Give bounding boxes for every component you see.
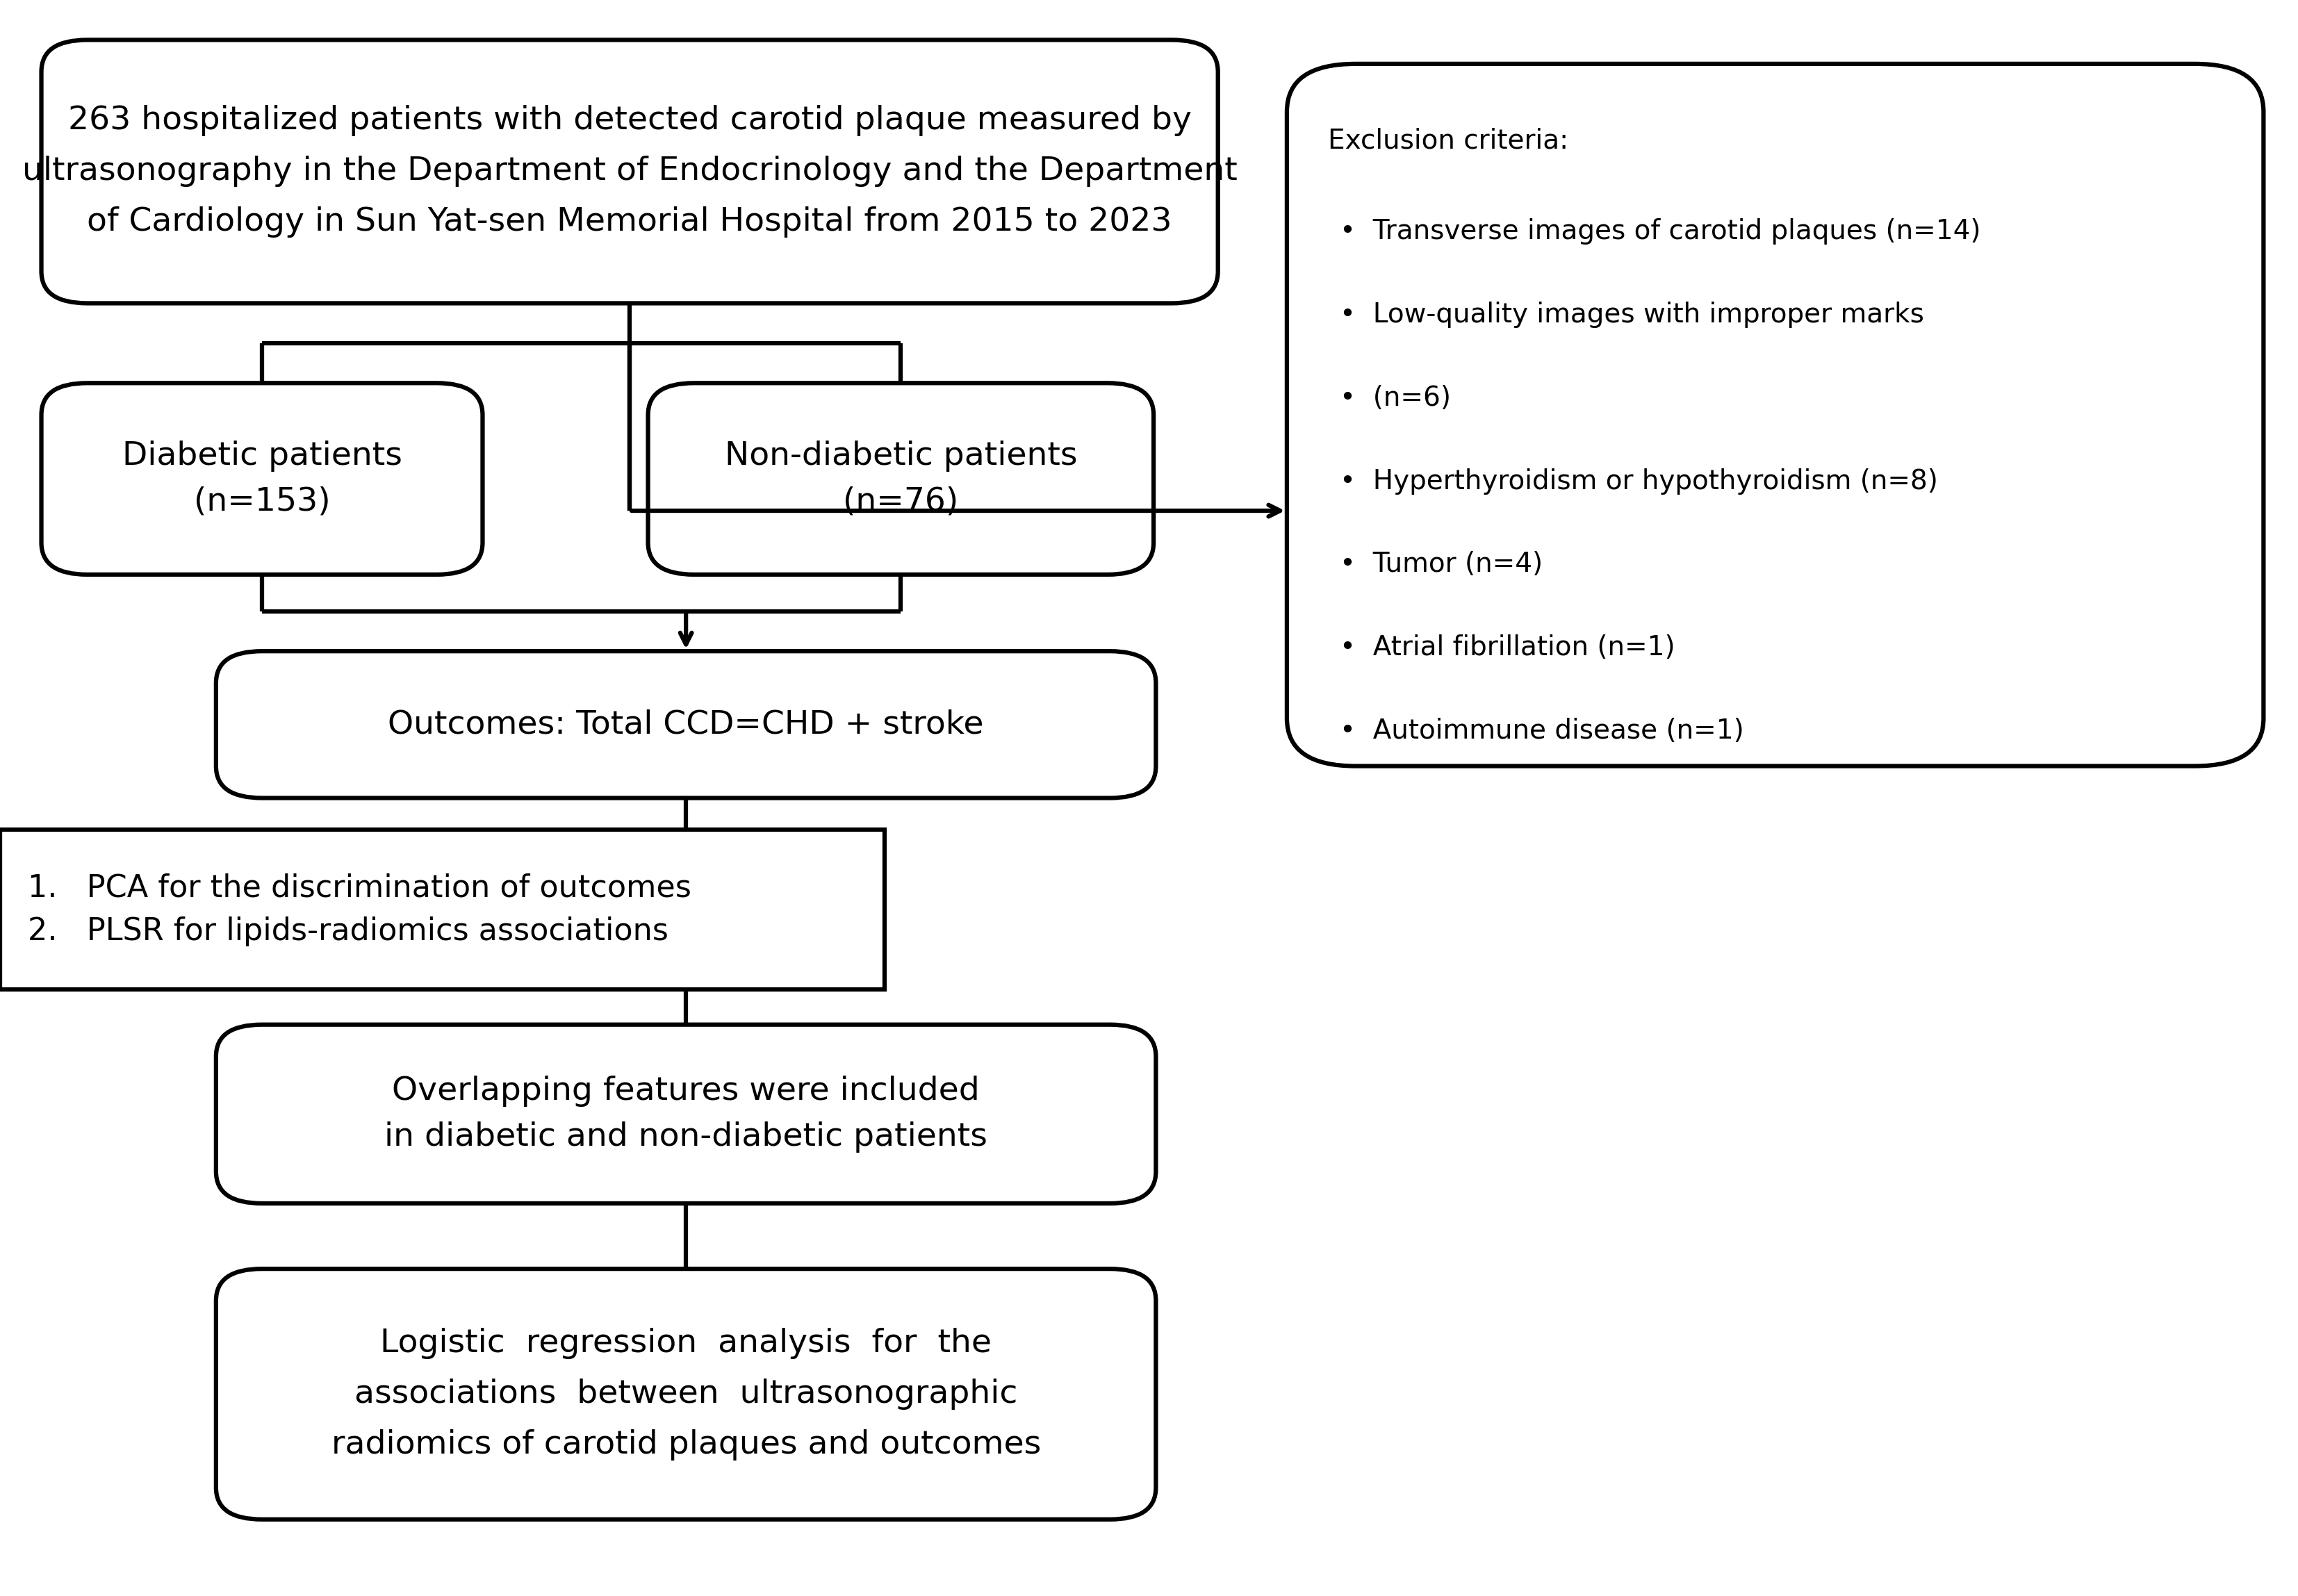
Text: •  Low-quality images with improper marks: • Low-quality images with improper marks	[1340, 302, 1923, 329]
FancyBboxPatch shape	[41, 40, 1218, 303]
FancyBboxPatch shape	[1287, 64, 2264, 766]
Text: •  Tumor (n=4): • Tumor (n=4)	[1340, 551, 1542, 578]
FancyBboxPatch shape	[648, 383, 1154, 575]
Text: Exclusion criteria:: Exclusion criteria:	[1328, 128, 1570, 153]
FancyBboxPatch shape	[216, 651, 1156, 798]
Text: Non-diabetic patients
(n=76): Non-diabetic patients (n=76)	[724, 440, 1078, 517]
Text: •  (n=6): • (n=6)	[1340, 385, 1450, 412]
Text: Logistic  regression  analysis  for  the
associations  between  ultrasonographic: Logistic regression analysis for the ass…	[331, 1328, 1041, 1460]
Text: 1.   PCA for the discrimination of outcomes
2.   PLSR for lipids-radiomics assoc: 1. PCA for the discrimination of outcome…	[28, 873, 692, 946]
Text: •  Atrial fibrillation (n=1): • Atrial fibrillation (n=1)	[1340, 635, 1675, 661]
Text: •  Hyperthyroidism or hypothyroidism (n=8): • Hyperthyroidism or hypothyroidism (n=8…	[1340, 468, 1937, 495]
Text: •  Autoimmune disease (n=1): • Autoimmune disease (n=1)	[1340, 718, 1744, 744]
Text: Outcomes: Total CCD=CHD + stroke: Outcomes: Total CCD=CHD + stroke	[388, 709, 984, 741]
FancyBboxPatch shape	[216, 1269, 1156, 1519]
Text: 263 hospitalized patients with detected carotid plaque measured by
ultrasonograp: 263 hospitalized patients with detected …	[23, 105, 1236, 238]
Text: Overlapping features were included
in diabetic and non-diabetic patients: Overlapping features were included in di…	[384, 1076, 988, 1152]
Text: Diabetic patients
(n=153): Diabetic patients (n=153)	[122, 440, 402, 517]
FancyBboxPatch shape	[216, 1025, 1156, 1203]
Bar	[0, 830, 885, 990]
FancyBboxPatch shape	[41, 383, 483, 575]
Text: •  Transverse images of carotid plaques (n=14): • Transverse images of carotid plaques (…	[1340, 219, 1981, 244]
